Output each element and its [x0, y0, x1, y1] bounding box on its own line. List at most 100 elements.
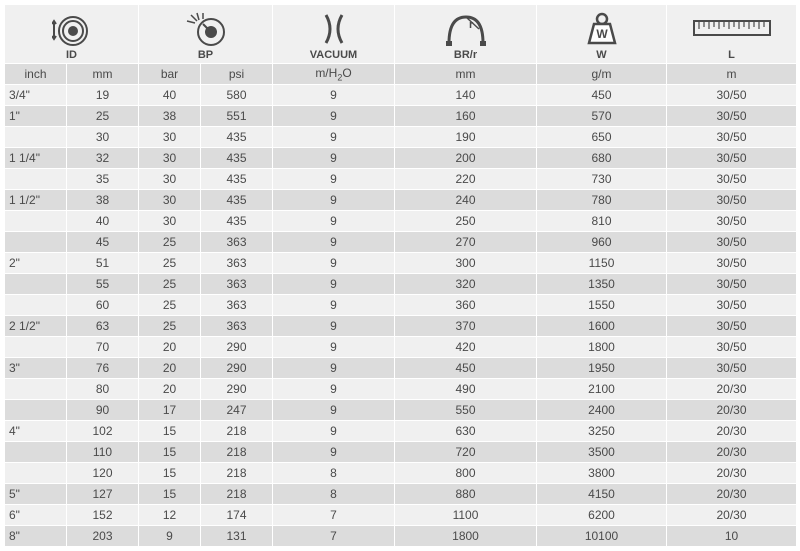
cell-br: 1800 [395, 526, 537, 547]
cell-inch: 3/4" [5, 85, 67, 106]
cell-psi: 218 [201, 463, 273, 484]
spec-tbody: 3/4"1940580914045030/501"253855191605703… [5, 85, 797, 547]
cell-vac: 9 [273, 316, 395, 337]
cell-br: 880 [395, 484, 537, 505]
cell-l: 20/30 [667, 463, 797, 484]
cell-inch: 3" [5, 358, 67, 379]
table-row: 1 1/2"3830435924078030/50 [5, 190, 797, 211]
cell-psi: 218 [201, 484, 273, 505]
table-row: 1 1/4"3230435920068030/50 [5, 148, 797, 169]
cell-vac: 9 [273, 358, 395, 379]
cell-bar: 20 [139, 379, 201, 400]
cell-br: 550 [395, 400, 537, 421]
table-row: 110152189720350020/30 [5, 442, 797, 463]
cell-inch [5, 169, 67, 190]
cell-bar: 15 [139, 442, 201, 463]
spec-table: ID [4, 4, 797, 547]
cell-bar: 25 [139, 232, 201, 253]
cell-inch: 2 1/2" [5, 316, 67, 337]
cell-br: 370 [395, 316, 537, 337]
cell-l: 30/50 [667, 274, 797, 295]
cell-w: 450 [537, 85, 667, 106]
cell-psi: 290 [201, 379, 273, 400]
cell-vac: 9 [273, 274, 395, 295]
cell-l: 20/30 [667, 442, 797, 463]
cell-vac: 9 [273, 211, 395, 232]
header-l: L [667, 5, 797, 64]
unit-vac: m/H2O [273, 64, 395, 85]
cell-w: 650 [537, 127, 667, 148]
cell-w: 2400 [537, 400, 667, 421]
cell-bar: 25 [139, 316, 201, 337]
cell-vac: 9 [273, 127, 395, 148]
unit-w: g/m [537, 64, 667, 85]
header-label: ID [66, 49, 77, 61]
cell-mm: 38 [67, 190, 139, 211]
svg-text:W: W [596, 27, 608, 41]
header-id: ID [5, 5, 139, 64]
table-row: 2 1/2"63253639370160030/50 [5, 316, 797, 337]
bp-icon [183, 11, 229, 47]
cell-inch [5, 400, 67, 421]
header-bp: BP [139, 5, 273, 64]
cell-psi: 363 [201, 295, 273, 316]
cell-bar: 15 [139, 463, 201, 484]
cell-psi: 247 [201, 400, 273, 421]
cell-w: 1950 [537, 358, 667, 379]
cell-br: 420 [395, 337, 537, 358]
table-row: 80202909490210020/30 [5, 379, 797, 400]
cell-mm: 32 [67, 148, 139, 169]
unit-mm: mm [67, 64, 139, 85]
table-row: 3/4"1940580914045030/50 [5, 85, 797, 106]
header-icon-row: ID [5, 5, 797, 64]
cell-bar: 20 [139, 337, 201, 358]
cell-bar: 25 [139, 295, 201, 316]
cell-br: 140 [395, 85, 537, 106]
header-vacuum: VACUUM [273, 5, 395, 64]
cell-w: 680 [537, 148, 667, 169]
cell-inch [5, 295, 67, 316]
cell-l: 30/50 [667, 169, 797, 190]
cell-l: 30/50 [667, 190, 797, 211]
cell-mm: 35 [67, 169, 139, 190]
cell-vac: 9 [273, 106, 395, 127]
header-br: r BR/r [395, 5, 537, 64]
cell-bar: 40 [139, 85, 201, 106]
cell-vac: 9 [273, 232, 395, 253]
table-row: 4"102152189630325020/30 [5, 421, 797, 442]
cell-br: 300 [395, 253, 537, 274]
cell-l: 30/50 [667, 232, 797, 253]
table-row: 2"51253639300115030/50 [5, 253, 797, 274]
cell-vac: 7 [273, 526, 395, 547]
cell-l: 30/50 [667, 127, 797, 148]
cell-inch [5, 379, 67, 400]
cell-inch: 6" [5, 505, 67, 526]
cell-mm: 110 [67, 442, 139, 463]
cell-l: 30/50 [667, 295, 797, 316]
cell-l: 20/30 [667, 484, 797, 505]
cell-inch [5, 211, 67, 232]
cell-vac: 9 [273, 337, 395, 358]
cell-w: 810 [537, 211, 667, 232]
cell-bar: 30 [139, 127, 201, 148]
cell-br: 270 [395, 232, 537, 253]
unit-bar: bar [139, 64, 201, 85]
cell-vac: 9 [273, 253, 395, 274]
cell-mm: 120 [67, 463, 139, 484]
cell-bar: 38 [139, 106, 201, 127]
cell-bar: 30 [139, 148, 201, 169]
cell-w: 1800 [537, 337, 667, 358]
table-row: 70202909420180030/50 [5, 337, 797, 358]
table-row: 4525363927096030/50 [5, 232, 797, 253]
cell-mm: 19 [67, 85, 139, 106]
cell-vac: 9 [273, 421, 395, 442]
cell-mm: 76 [67, 358, 139, 379]
cell-vac: 9 [273, 295, 395, 316]
cell-br: 450 [395, 358, 537, 379]
cell-br: 250 [395, 211, 537, 232]
cell-psi: 435 [201, 190, 273, 211]
cell-vac: 9 [273, 400, 395, 421]
cell-br: 490 [395, 379, 537, 400]
cell-mm: 70 [67, 337, 139, 358]
cell-w: 1150 [537, 253, 667, 274]
